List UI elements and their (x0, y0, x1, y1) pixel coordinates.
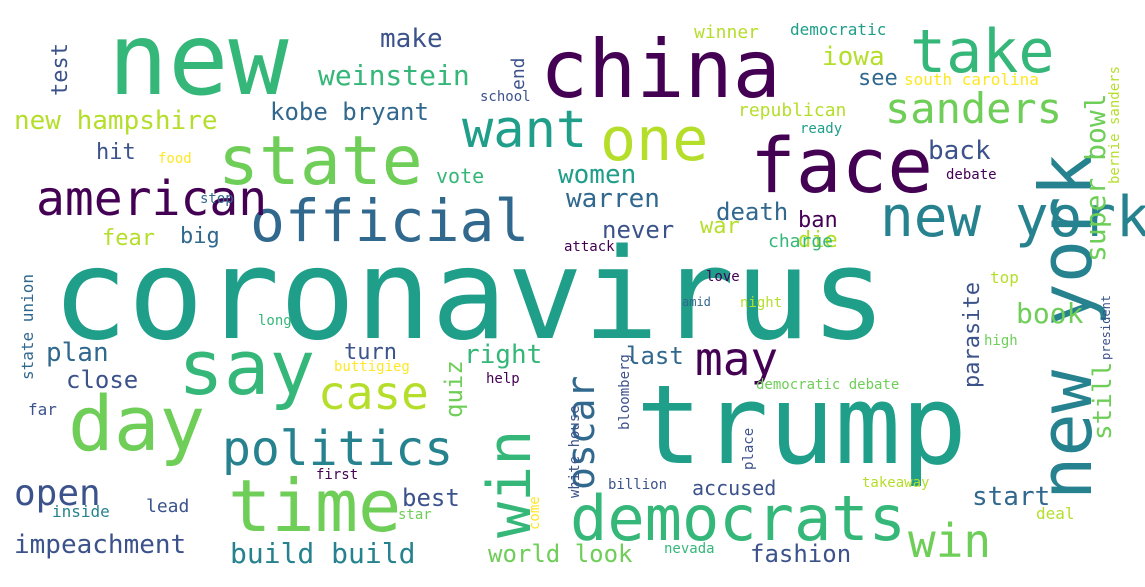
word-american: politics (222, 421, 454, 477)
word-impeachment: impeachment (14, 530, 187, 560)
word-super-bowl: super bowl (1079, 93, 1112, 262)
word-debate: debate (946, 167, 997, 183)
word-republican: republican (738, 100, 847, 121)
word-deal: deal (1036, 504, 1075, 523)
word-coronavirus: coronavirus (52, 221, 887, 368)
word-hit: hit (96, 140, 136, 165)
word-test: test (48, 43, 73, 96)
word-accused: accused (692, 476, 777, 500)
word-make: make (380, 24, 443, 54)
word-democratic: democratic (790, 20, 887, 39)
word-close: close (66, 366, 139, 394)
word-night: night (740, 295, 783, 311)
word-time: time (228, 464, 402, 548)
word-come: come (527, 496, 543, 530)
word-ready: ready (800, 121, 843, 137)
word-stop: stop (200, 191, 234, 207)
word-trump: trump (636, 361, 968, 489)
word-end: end (508, 57, 529, 90)
word-president: president (1099, 294, 1113, 360)
word-last: last (626, 342, 684, 370)
word-sanders: win (908, 514, 992, 568)
word-want: new york (880, 185, 1145, 250)
word-democrats: democrats (570, 482, 906, 555)
word-die: die (798, 228, 838, 253)
word-start: start (972, 482, 1051, 512)
word-year: case (318, 366, 429, 420)
word-charge: charge (768, 231, 834, 252)
word-face: face (750, 121, 934, 210)
word-love: love (706, 269, 740, 285)
word-big: big (180, 224, 220, 249)
word-may: one (600, 105, 709, 175)
word-first: first (316, 467, 359, 483)
word-place: place (741, 427, 757, 470)
word-south-carolina: south carolina (904, 70, 1039, 89)
word-see: see (858, 66, 898, 91)
word-best: best (402, 484, 460, 512)
word-school: school (480, 89, 531, 105)
word-fight: american (36, 171, 268, 227)
word-parasite: parasite (960, 282, 985, 388)
word-far: far (28, 400, 57, 419)
word-one: want (462, 100, 588, 160)
word-quiz: quiz (440, 360, 468, 418)
word-build-build: build build (230, 537, 416, 570)
word-winner: winner (694, 22, 760, 43)
word-take: take (910, 17, 1055, 87)
word-lead: lead (146, 496, 190, 517)
word-fashion: fashion (750, 540, 852, 568)
word-top: top (990, 268, 1019, 287)
word-high: high (984, 333, 1018, 349)
word-new-hampshire: new hampshire (14, 106, 218, 136)
word-turn: turn (344, 340, 397, 365)
word-food: food (158, 151, 192, 167)
word-china: china (540, 23, 781, 116)
word-democratic-debate: democratic debate (756, 377, 900, 393)
word-amid: amid (682, 295, 711, 309)
word-takeaway: takeaway (862, 475, 930, 491)
word-politics: may (695, 332, 779, 386)
word-state: state (218, 122, 423, 201)
word-plan: plan (46, 338, 109, 368)
word-long: long (258, 313, 292, 329)
word-war: war (700, 214, 740, 239)
word-case: sanders (885, 84, 1063, 133)
word-weinstein: weinstein (318, 59, 470, 92)
word-white-house: white house (567, 405, 583, 498)
word-inside: inside (52, 502, 110, 521)
word-iowa: iowa (822, 42, 885, 72)
word-warren: warren (566, 184, 660, 214)
word-official: official (250, 187, 530, 255)
word-never: never (602, 216, 675, 244)
word-still: still (1088, 361, 1118, 440)
word-help: help (486, 371, 520, 387)
word-billion: billion (608, 477, 668, 493)
word-state-union: state union (18, 274, 37, 380)
word-vote: vote (436, 164, 485, 188)
word-nevada: nevada (664, 541, 715, 557)
word-open: open (14, 473, 101, 514)
word-right: right (464, 340, 543, 370)
word-fear: fear (102, 226, 155, 251)
word-bloomberg: bloomberg (617, 354, 633, 430)
word-buttigieg: buttigieg (334, 359, 410, 375)
word-back: back (928, 136, 991, 166)
word-ban: ban (798, 208, 838, 233)
word-bernie-sanders: bernie sanders (1107, 65, 1123, 184)
word-star: star (398, 507, 432, 523)
word-women: women (558, 160, 637, 190)
word-kobe-bryant: kobe bryant (270, 98, 429, 126)
word-world-look: world look (488, 540, 633, 568)
word-book: book (1016, 297, 1084, 330)
word-say: say (178, 323, 316, 412)
word-new: new (108, 1, 289, 118)
word-attack: attack (564, 239, 615, 255)
word-death: death (716, 198, 789, 226)
word-day: day (68, 379, 206, 468)
